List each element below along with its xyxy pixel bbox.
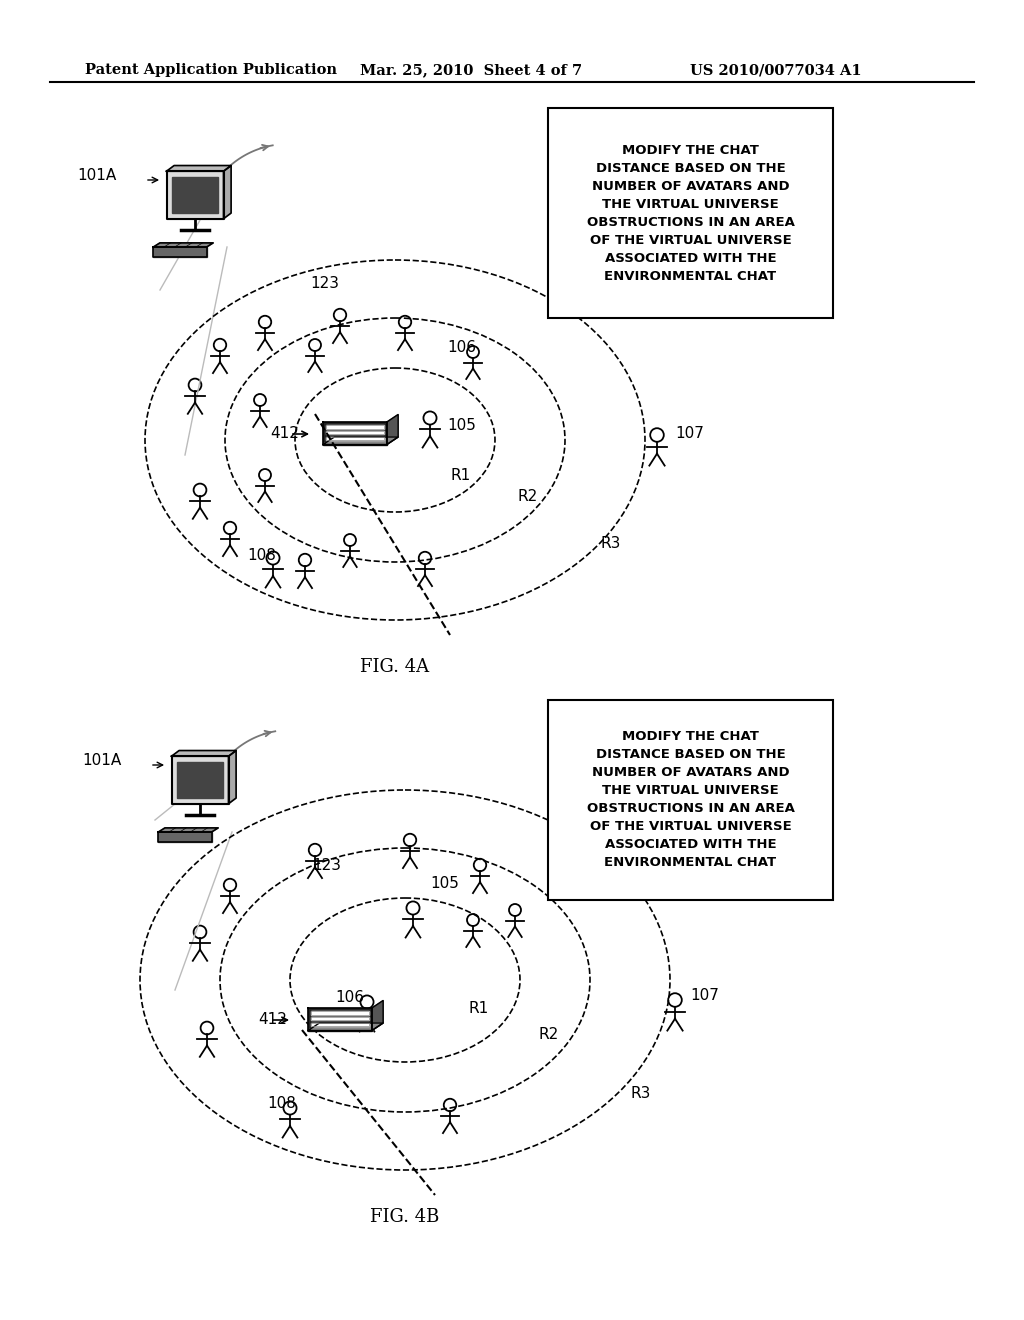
Polygon shape (326, 425, 384, 429)
Text: 412: 412 (270, 426, 299, 441)
Text: MODIFY THE CHAT
DISTANCE BASED ON THE
NUMBER OF AVATARS AND
THE VIRTUAL UNIVERSE: MODIFY THE CHAT DISTANCE BASED ON THE NU… (587, 144, 795, 282)
Text: 107: 107 (675, 426, 703, 441)
Text: R2: R2 (539, 1027, 558, 1043)
Polygon shape (159, 832, 212, 842)
Polygon shape (311, 1011, 369, 1015)
Text: FIG. 4A: FIG. 4A (360, 657, 429, 676)
Polygon shape (171, 751, 237, 756)
Text: Patent Application Publication: Patent Application Publication (85, 63, 337, 77)
Text: 101A: 101A (78, 168, 117, 183)
Polygon shape (167, 172, 223, 219)
Bar (548, 108, 833, 318)
Polygon shape (223, 165, 231, 219)
Text: 123: 123 (312, 858, 341, 873)
Polygon shape (308, 1023, 383, 1031)
Text: R1: R1 (450, 467, 470, 483)
Text: 412: 412 (258, 1012, 287, 1027)
Text: 105: 105 (430, 876, 459, 891)
Polygon shape (159, 828, 218, 832)
Text: 106: 106 (447, 341, 476, 355)
Polygon shape (171, 756, 228, 804)
Text: 123: 123 (310, 276, 339, 290)
Text: 106: 106 (335, 990, 364, 1005)
Text: R3: R3 (600, 536, 621, 550)
Polygon shape (324, 437, 398, 445)
Polygon shape (308, 1008, 372, 1031)
Polygon shape (228, 751, 237, 804)
Text: MODIFY THE CHAT
DISTANCE BASED ON THE
NUMBER OF AVATARS AND
THE VIRTUAL UNIVERSE: MODIFY THE CHAT DISTANCE BASED ON THE NU… (587, 730, 795, 870)
Text: R1: R1 (468, 1001, 488, 1016)
Polygon shape (167, 165, 231, 172)
Text: R3: R3 (630, 1086, 650, 1101)
Polygon shape (311, 1016, 369, 1020)
Text: US 2010/0077034 A1: US 2010/0077034 A1 (690, 63, 861, 77)
Polygon shape (154, 247, 207, 257)
Polygon shape (172, 177, 218, 213)
Polygon shape (326, 437, 384, 440)
Text: 108: 108 (247, 548, 275, 564)
Text: 108: 108 (267, 1096, 296, 1111)
Text: R2: R2 (517, 488, 538, 504)
Text: 101A: 101A (83, 752, 122, 768)
Polygon shape (372, 1001, 383, 1031)
Polygon shape (154, 243, 213, 247)
Polygon shape (177, 762, 223, 797)
Text: 107: 107 (690, 987, 719, 1003)
Bar (548, 700, 833, 900)
Polygon shape (326, 432, 384, 434)
Polygon shape (387, 414, 398, 445)
Text: FIG. 4B: FIG. 4B (371, 1208, 439, 1226)
Text: 105: 105 (447, 418, 476, 433)
Polygon shape (311, 1023, 369, 1026)
Text: Mar. 25, 2010  Sheet 4 of 7: Mar. 25, 2010 Sheet 4 of 7 (360, 63, 582, 77)
Polygon shape (324, 422, 387, 445)
